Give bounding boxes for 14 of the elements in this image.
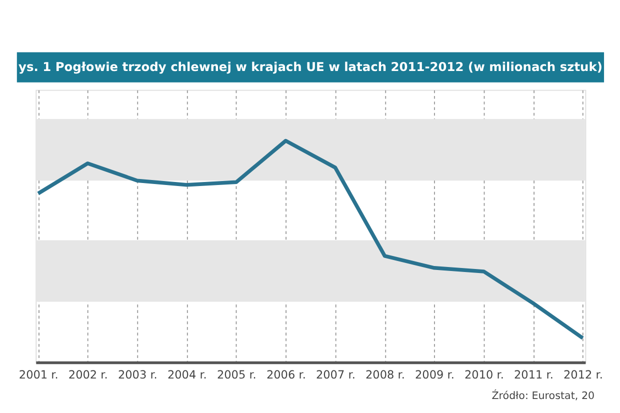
x-tick-label: 2007 r. — [316, 368, 356, 382]
text: Źródło: Eurostat, 20 — [492, 388, 595, 402]
x-tick-label: 2001 r. — [18, 368, 58, 382]
x-tick-label: 2009 r. — [414, 368, 454, 382]
x-tick-label: 2010 r. — [464, 368, 504, 382]
x-tick-label: 2005 r. — [216, 368, 256, 382]
x-tick-label: 2004 r. — [167, 368, 207, 382]
x-tick-label: 2002 r. — [68, 368, 108, 382]
x-tick-label: 2003 r. — [118, 368, 158, 382]
chart-title: ys. 1 Pogłowie trzody chlewnej w krajach UE w latach 2011-2012 (w milionach sztuk) — [18, 60, 602, 74]
x-tick-label: 2008 r. — [365, 368, 405, 382]
x-tick-label: 2011 r. — [514, 368, 554, 382]
x-tick-label: 2006 r. — [266, 368, 306, 382]
x-tick-label: 2012 r. — [564, 368, 603, 382]
